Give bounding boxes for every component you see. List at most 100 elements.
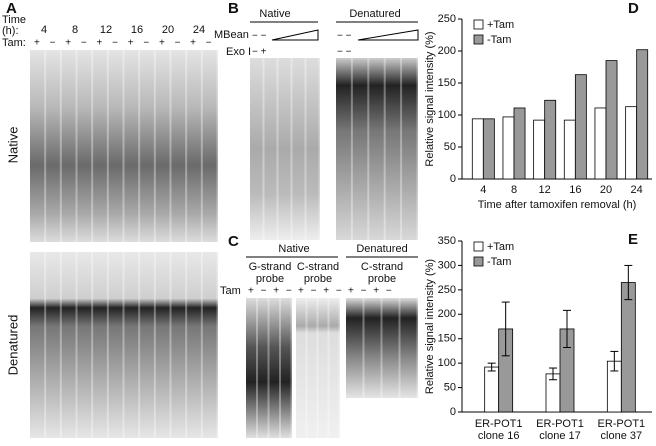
probe-label: C-strand — [297, 261, 339, 273]
signs: + − + − — [248, 286, 294, 297]
bar — [502, 116, 515, 180]
y-tick-label: 50 — [444, 141, 456, 153]
x-tick-label: ER-POT1 — [597, 418, 645, 430]
bar — [594, 107, 607, 180]
x-tick-label: ER-POT1 — [475, 418, 523, 430]
probe-label: probe — [304, 273, 332, 285]
gel-lane-gap — [338, 298, 341, 438]
signs: − + — [252, 47, 267, 58]
gel-lane-gap — [185, 50, 188, 242]
legend-swatch — [473, 256, 484, 267]
gel-lane-gap — [279, 298, 281, 438]
group-label: Native — [278, 243, 309, 255]
gel-lane-gap — [316, 298, 319, 438]
y-axis-label: Relative signal intensity (%) — [424, 259, 436, 394]
legend-swatch — [473, 19, 484, 30]
legend-swatch — [473, 241, 484, 252]
y-tick-label: 0 — [450, 173, 456, 185]
bar — [482, 118, 495, 180]
panel-letter: D — [628, 0, 639, 17]
gel — [30, 252, 218, 438]
bar — [605, 60, 618, 180]
gel-lane-gap — [169, 252, 172, 438]
gel-lane-gap — [304, 58, 307, 240]
x-tick-label: ER-POT1 — [536, 418, 584, 430]
legend-label: +Tam — [487, 241, 514, 253]
gel-lane-gap — [350, 58, 353, 240]
gel-lane-gap — [362, 298, 365, 398]
x-tick-label: clone 16 — [478, 430, 520, 442]
gel-lane-gap — [400, 58, 403, 240]
signs: − − — [252, 31, 267, 42]
bar — [636, 49, 649, 180]
gel-lane-gap — [75, 50, 78, 242]
gel-lane-gap — [122, 252, 125, 438]
signs: − − — [337, 31, 352, 42]
y-tick-label: 250 — [438, 13, 456, 25]
label: Tam — [220, 285, 241, 297]
gel-lane-gap — [138, 50, 141, 242]
label: Exo I — [226, 46, 251, 58]
y-tick-label: 250 — [438, 284, 456, 296]
gel-lane-gap — [138, 252, 141, 438]
y-tick-label: 200 — [438, 45, 456, 57]
gel-lane-gap — [216, 50, 219, 242]
bar — [484, 366, 500, 413]
gel-lane-gap — [262, 58, 265, 240]
gel-lane-gap — [318, 58, 321, 240]
gel-lane-gap — [44, 252, 47, 438]
bar — [625, 106, 638, 180]
legend-swatch — [473, 34, 484, 45]
group-label: Native — [259, 8, 290, 20]
time-label: 24 — [193, 24, 205, 36]
gel-lane-gap — [169, 50, 172, 242]
bar — [563, 119, 576, 180]
x-tick-label: 12 — [539, 184, 551, 196]
gel — [250, 58, 320, 240]
x-tick-label: 16 — [569, 184, 581, 196]
gel-lane-gap — [44, 50, 47, 242]
signs: + − + − — [348, 286, 394, 297]
gel-lane-gap — [216, 252, 219, 438]
gel-lane-gap — [200, 252, 203, 438]
bar — [544, 99, 557, 180]
gel-lane-gap — [185, 252, 188, 438]
y-tick-label: 200 — [438, 308, 456, 320]
bar — [471, 118, 484, 180]
time-label: 16 — [131, 24, 143, 36]
bar — [574, 74, 587, 180]
probe-label: probe — [256, 273, 284, 285]
bar — [620, 282, 636, 413]
label: Tam: — [2, 37, 26, 49]
x-tick-label: clone 17 — [539, 430, 581, 442]
gel — [336, 58, 418, 240]
row-label: Denatured — [5, 315, 20, 376]
gel-lane-gap — [256, 298, 258, 438]
y-tick-label: 300 — [438, 259, 456, 271]
time-label: 12 — [100, 24, 112, 36]
gel — [30, 50, 218, 242]
y-axis-label: Relative signal intensity (%) — [424, 31, 436, 166]
gel-lane-gap — [122, 50, 125, 242]
gel-lane-gap — [153, 50, 156, 242]
gel-lane-gap — [305, 298, 308, 438]
gel-lane-gap — [398, 298, 401, 398]
time-label: 4 — [41, 24, 47, 36]
panel-letter: C — [228, 233, 239, 250]
gel-lane-gap — [367, 58, 370, 240]
group-label: Denatured — [356, 243, 407, 255]
x-tick-label: 24 — [631, 184, 643, 196]
gel-lane-gap — [416, 58, 419, 240]
gel-lane-gap — [106, 252, 109, 438]
y-tick-label: 150 — [438, 77, 456, 89]
label: Time — [2, 14, 26, 26]
gel-lane-gap — [91, 50, 94, 242]
ramp — [271, 29, 319, 41]
gel-lane-gap — [380, 298, 383, 398]
panel-letter: E — [628, 231, 638, 248]
gel-lane-gap — [327, 298, 330, 438]
gel — [296, 298, 340, 438]
gel-lane-gap — [153, 252, 156, 438]
y-tick-label: 150 — [438, 333, 456, 345]
